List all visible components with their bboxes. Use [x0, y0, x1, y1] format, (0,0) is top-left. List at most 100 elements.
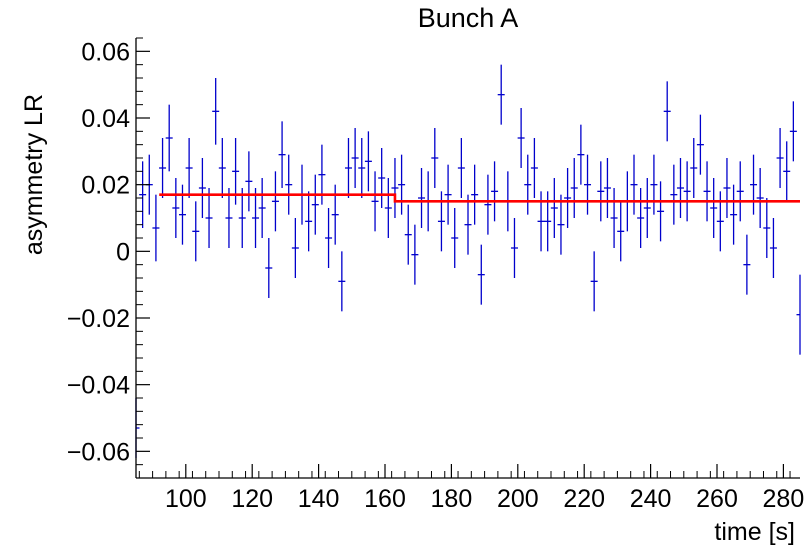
data-point [431, 128, 439, 188]
x-tick-label: 140 [298, 485, 340, 513]
error-bar-points [135, 64, 801, 458]
data-point [690, 138, 698, 198]
data-point [756, 168, 764, 228]
x-tick-label: 260 [696, 485, 738, 513]
data-point [278, 121, 286, 188]
data-point [710, 178, 718, 238]
data-point [696, 114, 704, 175]
data-point [265, 238, 273, 298]
data-point [418, 168, 426, 228]
data-point [338, 251, 346, 312]
data-point [637, 188, 645, 248]
data-point [657, 181, 665, 242]
data-point [152, 194, 160, 262]
data-point [218, 138, 226, 198]
data-point [750, 154, 758, 215]
data-point [524, 154, 532, 215]
data-point [670, 164, 678, 225]
data-point [683, 161, 691, 222]
data-point [411, 224, 419, 285]
fit-line [159, 193, 800, 203]
y-tick-label: 0.04 [81, 105, 130, 133]
data-point [643, 178, 651, 238]
data-point [484, 174, 492, 235]
x-tick-label: 160 [364, 485, 406, 513]
data-point [584, 154, 592, 215]
data-point [198, 158, 206, 218]
y-tick-label: −0.04 [67, 372, 130, 400]
y-tick-label: 0.06 [81, 38, 130, 66]
data-point [630, 154, 638, 215]
data-point [364, 131, 372, 192]
data-point [271, 171, 279, 232]
chart-title: Bunch A [418, 3, 519, 33]
data-point [776, 128, 784, 188]
fit-step-line [159, 193, 800, 203]
data-point [391, 158, 399, 218]
data-point [603, 158, 611, 218]
y-axis-label: asymmetry LR [20, 94, 48, 255]
data-point [577, 124, 585, 185]
data-point [676, 158, 684, 218]
data-point [464, 194, 472, 255]
data-point [457, 138, 465, 198]
data-point [404, 204, 412, 265]
data-point [663, 81, 671, 142]
data-point [743, 234, 751, 295]
data-point [252, 188, 260, 248]
x-tick-label: 200 [497, 485, 539, 513]
data-point [789, 101, 797, 162]
y-tick-label: 0 [116, 238, 130, 266]
data-point [305, 191, 313, 252]
data-point [238, 188, 246, 248]
data-point [530, 138, 538, 198]
data-point [225, 188, 233, 248]
data-point [491, 161, 499, 222]
data-point [344, 138, 352, 198]
data-point [477, 244, 485, 305]
x-tick-label: 280 [763, 485, 805, 513]
data-point [285, 154, 293, 215]
data-point [723, 158, 731, 218]
x-tick-label: 220 [563, 485, 605, 513]
data-point [311, 174, 319, 235]
data-point [703, 161, 711, 222]
data-point [245, 151, 253, 212]
data-point [557, 194, 565, 255]
data-point [517, 108, 525, 168]
data-point [351, 128, 359, 188]
data-point [165, 104, 173, 172]
y-tick-label: −0.02 [67, 305, 130, 333]
data-point [258, 178, 266, 238]
y-tick-label: −0.06 [67, 438, 130, 466]
data-point [610, 188, 618, 248]
data-point [159, 138, 167, 198]
data-point [783, 141, 791, 202]
x-tick-label: 240 [630, 485, 672, 513]
data-point [378, 148, 386, 208]
x-tick-label: 100 [165, 485, 207, 513]
data-point [371, 171, 379, 232]
data-point [763, 198, 771, 258]
data-point [185, 138, 193, 198]
data-point [550, 178, 558, 238]
data-point [398, 154, 406, 215]
data-point [205, 188, 213, 248]
data-point [597, 161, 605, 222]
data-point [384, 178, 392, 238]
data-point [471, 164, 479, 225]
data-point [564, 168, 572, 228]
data-point [451, 208, 459, 268]
data-point [736, 161, 744, 222]
data-point [192, 201, 200, 262]
y-tick-label: 0.02 [81, 172, 130, 200]
data-point [444, 164, 452, 225]
data-point [358, 138, 366, 198]
data-point [570, 158, 578, 218]
axes: 0.06 0.04 0.02 0 −0.02 −0.04 −0.06 100 120 140 160… [67, 37, 805, 513]
data-point [769, 218, 777, 278]
data-point [291, 218, 299, 278]
data-point [139, 161, 147, 228]
data-point [325, 208, 333, 268]
